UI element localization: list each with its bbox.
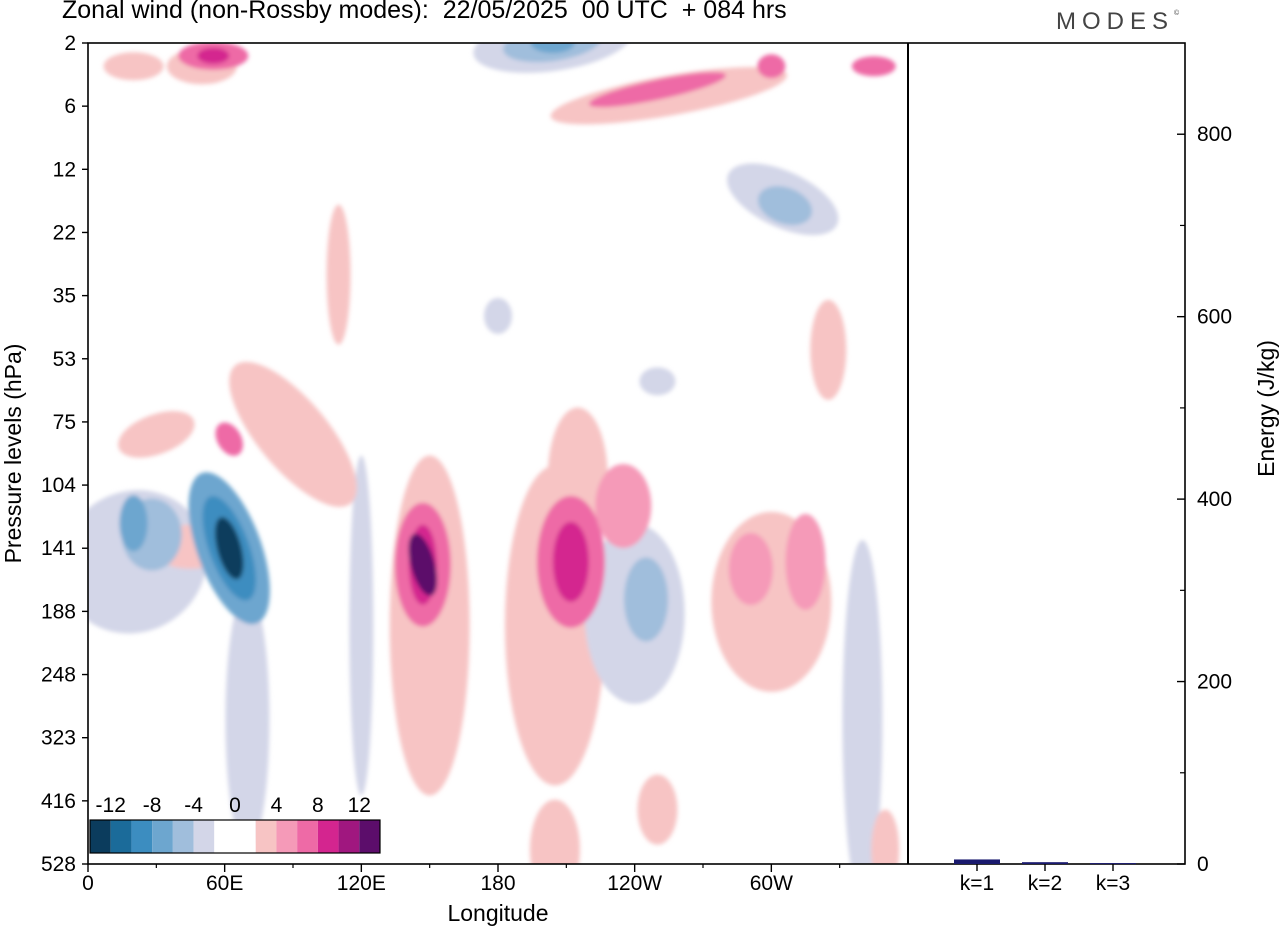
heatmap-cell: [810, 299, 847, 400]
x-tick-label: 60W: [750, 872, 793, 895]
colorbar-swatch: [255, 820, 277, 853]
energy-bar: [1022, 862, 1068, 864]
heatmap-cell: [728, 533, 773, 606]
colorbar-label: -8: [143, 794, 162, 817]
colorbar-swatch: [152, 820, 173, 853]
y-tick-label: 141: [41, 537, 76, 560]
colorbar-swatch: [235, 820, 256, 853]
colorbar-swatch: [214, 820, 235, 853]
colorbar-label: 8: [312, 794, 324, 817]
heatmap-cell: [871, 809, 900, 864]
heatmap-cell: [229, 361, 357, 507]
logo-text: MODES: [1056, 8, 1175, 35]
heatmap-cell: [214, 517, 244, 580]
heatmap-cell: [624, 557, 669, 642]
y-tick-label: 248: [41, 664, 76, 687]
modes-logo: MODES©: [1056, 8, 1179, 36]
colorbar-swatch: [317, 820, 339, 853]
heatmap-field: [88, 43, 900, 864]
x-axis-label: Longitude: [447, 900, 548, 926]
colorbar-frame: [89, 819, 381, 854]
heatmap-cell: [552, 521, 589, 602]
y-tick-label: 53: [53, 348, 76, 371]
colorbar-swatch: [172, 820, 194, 853]
heatmap-cell: [757, 54, 786, 79]
heatmap-cell: [588, 72, 726, 108]
colorbar-label: 12: [348, 794, 371, 817]
heatmap-blobs: [88, 43, 900, 864]
energy-tick-label: 200: [1197, 671, 1232, 694]
y-tick-label: 104: [41, 474, 76, 497]
colorbar-swatch: [276, 820, 298, 853]
colorbar-swatch: [110, 820, 132, 853]
heatmap-cell: [215, 422, 243, 456]
y-tick-label: 188: [41, 600, 76, 623]
y-tick-label: 12: [53, 158, 76, 181]
heatmap-cell: [529, 799, 580, 864]
chart-title: Zonal wind (non-Rossby modes): 22/05/202…: [62, 0, 787, 24]
x-tick-label: 180: [480, 872, 515, 895]
colorbar-label: -4: [184, 794, 203, 817]
y-tick-label: 75: [53, 411, 76, 434]
heatmap-cell: [118, 411, 195, 458]
x-tick-label: 120E: [337, 872, 386, 895]
heatmap-cell: [785, 513, 826, 610]
colorbar-swatch: [131, 820, 153, 853]
heatmap-cell: [842, 540, 883, 864]
heatmap-cell: [851, 56, 896, 77]
colorbar-swatch: [359, 820, 380, 853]
heatmap-cell: [197, 47, 230, 64]
heatmap-cell: [530, 43, 575, 53]
heatmap-cell: [408, 533, 438, 596]
x-tick-label: 0: [82, 872, 94, 895]
y-tick-label: 323: [41, 727, 76, 750]
y-tick-label: 2: [64, 32, 76, 55]
y-tick-label: 416: [41, 790, 76, 813]
bar-category-label: k=3: [1096, 872, 1130, 895]
energy-bar: [954, 859, 1000, 864]
energy-tick-label: 600: [1197, 306, 1232, 329]
heatmap-cell: [119, 495, 148, 552]
heatmap-cell: [225, 590, 270, 851]
x-tick-label: 120W: [607, 872, 662, 895]
energy-tick-label: 0: [1197, 853, 1209, 876]
colorbar-label: 0: [229, 794, 241, 817]
heatmap-cell: [639, 367, 676, 396]
colorbar-swatch: [90, 820, 111, 853]
y-tick-label: 6: [64, 95, 76, 118]
plot-frame: [87, 42, 1186, 865]
heatmap-cell: [103, 52, 164, 81]
heatmap-cell: [637, 774, 678, 845]
y-tick-label: 22: [53, 221, 76, 244]
energy-bars: 0 200 400 600 800 Energy (J/kg) k=1 k=2 k=3: [954, 123, 1279, 895]
colorbar-swatch: [338, 820, 360, 853]
bar-category-label: k=2: [1028, 872, 1062, 895]
energy-bar: [1090, 863, 1136, 865]
heatmap-cell: [484, 297, 512, 334]
bar-category-label: k=1: [960, 872, 994, 895]
energy-tick-label: 400: [1197, 488, 1232, 511]
logo-mark: ©: [1174, 10, 1180, 17]
colorbar: -12 -8 -4 0 4 8 12: [89, 794, 381, 854]
heatmap-cell: [757, 186, 813, 226]
colorbar-label: 4: [271, 794, 283, 817]
energy-tick-label: 800: [1197, 123, 1232, 146]
colorbar-label: -12: [96, 794, 126, 817]
y-tick-label: 35: [53, 285, 76, 308]
heatmap-cell: [595, 463, 652, 548]
y-tick-label: 528: [41, 853, 76, 876]
heatmap-cell: [349, 455, 374, 796]
energy-axis-label: Energy (J/kg): [1253, 340, 1279, 477]
x-tick-label: 60E: [206, 872, 243, 895]
heatmap-cell: [503, 43, 603, 63]
colorbar-swatch: [297, 820, 318, 853]
y-axis-label: Pressure levels (hPa): [0, 344, 26, 564]
colorbar-swatch: [193, 820, 215, 853]
heatmap-cell: [326, 204, 351, 345]
